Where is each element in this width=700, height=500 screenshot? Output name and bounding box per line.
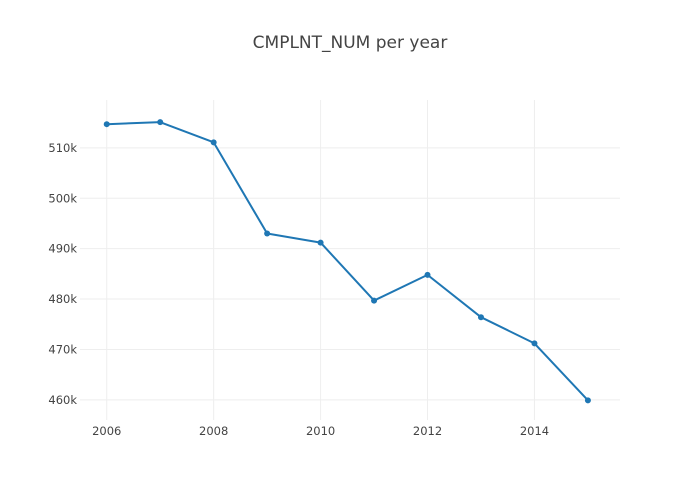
data-point[interactable] (477, 314, 484, 321)
grid-lines (80, 100, 620, 420)
series-line (106, 121, 589, 402)
y-tick-label: 470k (48, 342, 77, 356)
x-tick-label: 2006 (92, 424, 121, 438)
x-tick-label: 2010 (306, 424, 335, 438)
data-point[interactable] (424, 271, 431, 278)
x-tick-label: 2012 (413, 424, 442, 438)
y-tick-label: 460k (48, 393, 77, 407)
y-tick-label: 500k (48, 191, 77, 205)
y-tick-label: 490k (48, 242, 77, 256)
y-tick-label: 480k (48, 292, 77, 306)
data-points (103, 119, 591, 404)
data-point[interactable] (210, 139, 217, 146)
data-point[interactable] (531, 340, 538, 347)
y-axis-tick-labels: 460k 470k 480k 490k 500k 510k (48, 141, 77, 407)
chart-title: CMPLNT_NUM per year (252, 33, 448, 53)
data-point[interactable] (371, 297, 378, 304)
data-point[interactable] (103, 121, 110, 128)
data-point[interactable] (264, 230, 271, 237)
data-point[interactable] (157, 119, 164, 126)
data-point[interactable] (317, 239, 324, 246)
data-point[interactable] (584, 397, 591, 404)
y-tick-label: 510k (48, 141, 77, 155)
x-axis-tick-labels: 2006 2008 2010 2012 2014 (92, 424, 549, 438)
series-line-layer (106, 121, 589, 402)
x-tick-label: 2014 (520, 424, 549, 438)
x-tick-label: 2008 (199, 424, 228, 438)
